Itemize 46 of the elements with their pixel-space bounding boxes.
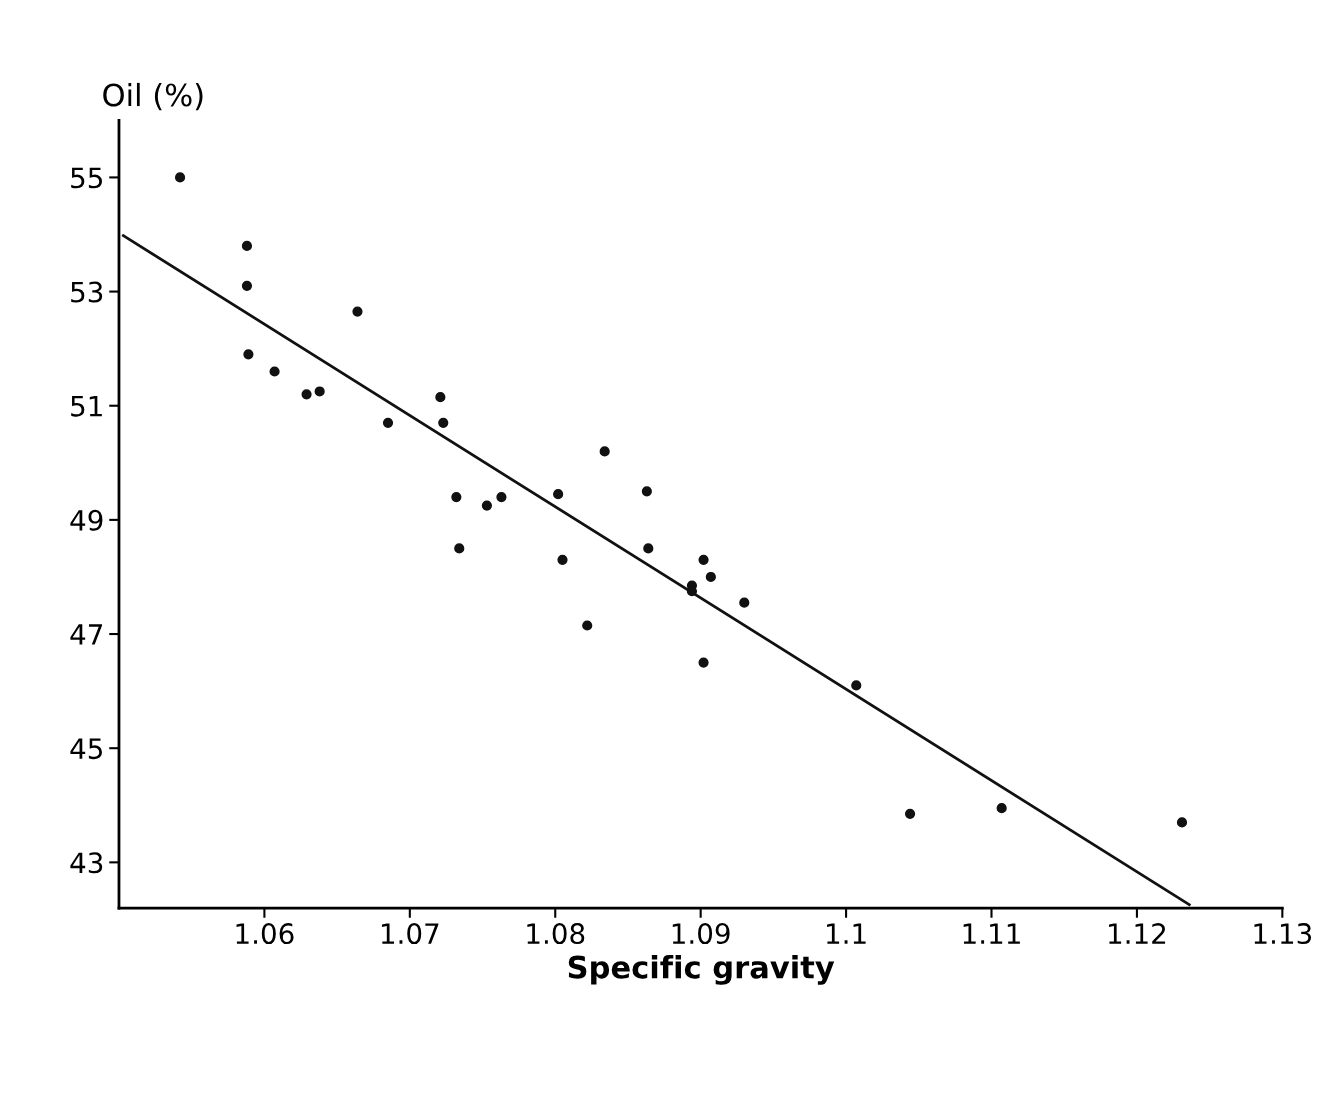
x-axis-title: Specific gravity <box>568 955 835 985</box>
point <box>582 620 593 631</box>
y-tick-label: 43 <box>70 852 103 874</box>
point <box>352 306 363 317</box>
point <box>454 543 465 554</box>
point <box>243 349 254 360</box>
y-tick-label: 45 <box>70 738 102 760</box>
point <box>641 486 652 497</box>
point <box>174 172 186 183</box>
point <box>851 680 862 691</box>
y-tick-label: 49 <box>70 509 103 531</box>
y-tick-label: 47 <box>70 624 103 645</box>
point <box>451 491 462 503</box>
y-tick-label: 55 <box>71 167 102 189</box>
x-tick-label: 1.06 <box>236 923 294 945</box>
point <box>435 392 446 403</box>
point <box>698 554 709 565</box>
x-tick-label: 1.08 <box>527 923 585 945</box>
y-tick-label: 53 <box>71 281 103 303</box>
point <box>705 571 716 583</box>
y-tick-label: 51 <box>71 396 102 417</box>
point <box>496 491 507 503</box>
point <box>269 366 280 377</box>
point <box>1176 817 1188 828</box>
point <box>481 500 492 511</box>
x-tick-label: 1.07 <box>381 923 439 945</box>
point <box>698 657 709 668</box>
point <box>996 803 1007 814</box>
point <box>739 597 750 608</box>
point <box>301 389 312 400</box>
x-tick-label: 1.12 <box>1109 923 1166 944</box>
point <box>557 554 568 565</box>
point <box>241 280 253 291</box>
point <box>553 489 564 500</box>
x-tick-label: 1.11 <box>963 923 1020 944</box>
point <box>904 808 916 819</box>
point <box>382 417 394 428</box>
x-tick-label: 1.13 <box>1254 923 1312 945</box>
point <box>599 446 610 457</box>
point <box>643 543 654 554</box>
y-axis-title: Oil (%) <box>103 82 203 111</box>
x-tick-label: 1.1 <box>827 923 866 944</box>
point <box>241 240 253 251</box>
x-tick-label: 1.09 <box>672 923 730 945</box>
point <box>314 386 325 397</box>
point <box>438 417 449 428</box>
